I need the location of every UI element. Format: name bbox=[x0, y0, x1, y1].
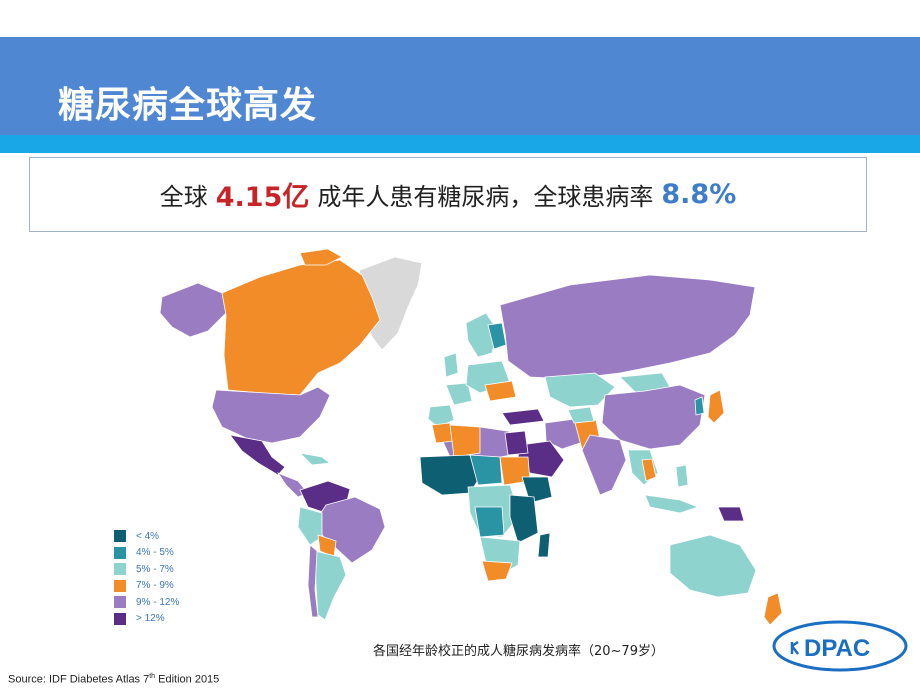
legend-item: 9% - 12% bbox=[114, 594, 179, 611]
legend-item: 5% - 7% bbox=[114, 561, 179, 578]
legend-item: > 12% bbox=[114, 611, 179, 628]
stat-rate: 8.8% bbox=[661, 179, 737, 210]
stat-prefix: 全球 bbox=[159, 183, 208, 211]
legend-label: 9% - 12% bbox=[136, 596, 180, 608]
region-egypt bbox=[504, 430, 529, 456]
logo-mark bbox=[790, 640, 799, 655]
page-title: 糖尿病全球高发 bbox=[58, 85, 318, 126]
region-congo bbox=[474, 506, 505, 538]
region-russia bbox=[499, 274, 756, 380]
legend-item: 4% - 5% bbox=[114, 545, 179, 562]
source-suffix: Edition 2015 bbox=[155, 673, 220, 686]
region-chile bbox=[307, 544, 319, 618]
legend-item: 7% - 9% bbox=[114, 578, 179, 595]
legend-swatch bbox=[114, 530, 126, 543]
legend-label: > 12% bbox=[136, 613, 165, 625]
header-stripe bbox=[0, 135, 920, 153]
region-canada-islands bbox=[299, 248, 343, 266]
region-thailand bbox=[641, 458, 657, 482]
legend-item: < 4% bbox=[114, 528, 179, 545]
region-madagascar bbox=[537, 532, 551, 558]
legend-swatch bbox=[114, 546, 126, 559]
region-afghanistan bbox=[567, 406, 595, 424]
region-caribbean bbox=[298, 452, 332, 466]
region-usa bbox=[211, 386, 331, 444]
source-note: Source: IDF Diabetes Atlas 7th Edition 2… bbox=[8, 673, 219, 686]
region-korea bbox=[694, 396, 705, 416]
header-band bbox=[0, 37, 920, 135]
stat-middle: 成年人患有糖尿病，全球患病率 bbox=[317, 183, 654, 211]
legend-swatch bbox=[114, 596, 126, 609]
region-india bbox=[581, 434, 627, 496]
logo-ring bbox=[772, 620, 908, 672]
legend-swatch bbox=[114, 579, 126, 592]
world-map bbox=[159, 248, 783, 626]
region-png bbox=[717, 506, 745, 522]
region-mexico bbox=[229, 434, 286, 476]
legend-label: 4% - 5% bbox=[136, 547, 174, 559]
source-sup: th bbox=[149, 673, 156, 680]
region-alaska bbox=[159, 282, 227, 338]
source-prefix: Source: IDF Diabetes Atlas 7 bbox=[8, 673, 150, 686]
region-scandinavia bbox=[465, 312, 499, 358]
region-turkey bbox=[501, 408, 545, 426]
region-peru bbox=[297, 506, 323, 546]
region-uk bbox=[443, 352, 459, 378]
region-algeria bbox=[449, 424, 481, 458]
region-canada bbox=[221, 259, 381, 396]
region-indonesia bbox=[644, 494, 700, 514]
legend-swatch bbox=[114, 612, 126, 625]
region-kazakhstan bbox=[544, 372, 616, 408]
region-east-africa bbox=[509, 494, 539, 544]
stat-line: 全球 4.15亿 成年人患有糖尿病，全球患病率 8.8% bbox=[30, 158, 866, 231]
map-caption: 各国经年龄校正的成人糖尿病发病率（20~79岁） bbox=[373, 644, 664, 659]
legend-swatch bbox=[114, 563, 126, 576]
region-south-africa bbox=[481, 560, 513, 582]
stat-count: 4.15亿 bbox=[215, 182, 310, 213]
region-argentina bbox=[314, 550, 347, 621]
legend-label: < 4% bbox=[136, 530, 160, 542]
region-china bbox=[601, 384, 706, 450]
region-philippines bbox=[675, 464, 689, 488]
region-japan bbox=[707, 389, 725, 424]
legend: < 4% 4% - 5% 5% - 7% 7% - 9% 9% - 12% > … bbox=[114, 528, 179, 627]
region-eastern-europe bbox=[484, 380, 517, 402]
stat-box: 全球 4.15亿 成年人患有糖尿病，全球患病率 8.8% bbox=[29, 157, 867, 232]
region-france bbox=[445, 382, 473, 406]
legend-label: 5% - 7% bbox=[136, 563, 174, 575]
logo-text: DPAC bbox=[804, 635, 870, 662]
legend-label: 7% - 9% bbox=[136, 580, 174, 592]
region-new-zealand bbox=[763, 592, 783, 626]
dpac-logo: DPAC bbox=[772, 620, 908, 672]
region-sahel bbox=[469, 454, 503, 486]
region-australia bbox=[669, 534, 757, 598]
